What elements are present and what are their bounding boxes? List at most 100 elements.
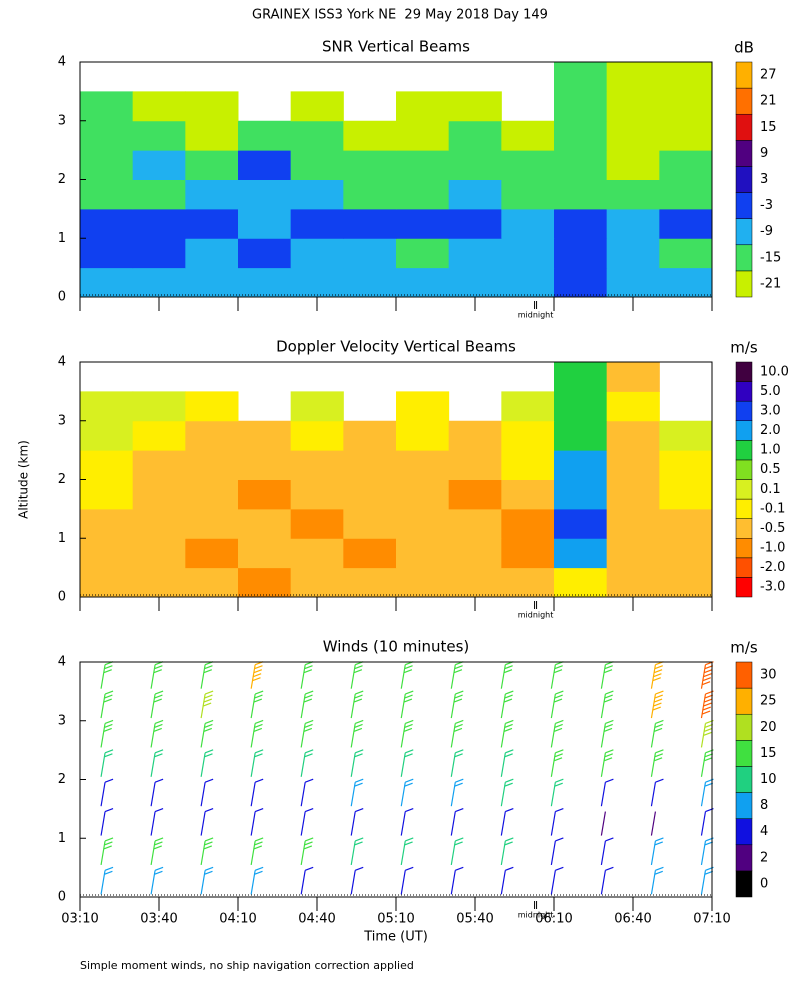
heat-cell bbox=[343, 238, 397, 269]
wind-barb bbox=[250, 778, 264, 807]
heat-cell bbox=[185, 267, 239, 298]
heat-cell bbox=[132, 150, 186, 180]
heat-cell bbox=[554, 91, 608, 122]
heat-cell bbox=[659, 538, 713, 569]
wind-barb bbox=[250, 661, 264, 689]
colorbar-tick-label: 3 bbox=[760, 172, 768, 187]
heat-cell bbox=[80, 538, 134, 569]
heat-cell bbox=[659, 91, 713, 122]
heat-cell bbox=[238, 120, 292, 151]
wind-barb bbox=[400, 661, 414, 689]
colorbar-band bbox=[735, 538, 753, 559]
y-tick-label: 1 bbox=[58, 831, 66, 846]
colorbar-band bbox=[735, 61, 753, 89]
y-tick-label: 0 bbox=[58, 590, 66, 605]
heat-cell bbox=[132, 267, 186, 298]
colorbar-band bbox=[735, 818, 753, 846]
colorbar-tick-label: 15 bbox=[760, 746, 777, 761]
colorbar-tick-label: 0 bbox=[760, 876, 768, 891]
x-tick-label: 07:10 bbox=[693, 912, 730, 927]
wind-barb bbox=[300, 690, 314, 719]
heat-cell bbox=[554, 208, 608, 239]
wind-barb bbox=[400, 749, 414, 777]
heat-cell bbox=[80, 420, 134, 451]
colorbar-tick-label: 25 bbox=[760, 694, 777, 709]
heat-cell bbox=[396, 208, 450, 239]
wind-barb bbox=[450, 778, 464, 807]
wind-barb bbox=[150, 837, 164, 866]
heat-cell bbox=[606, 538, 660, 569]
heat-cell bbox=[448, 567, 502, 598]
wind-barb bbox=[300, 778, 314, 807]
heat-cell bbox=[343, 179, 397, 210]
wind-barb bbox=[200, 808, 214, 836]
y-tick-label: 0 bbox=[58, 890, 66, 905]
wind-barb bbox=[300, 837, 314, 866]
x-tick-label: 03:40 bbox=[140, 912, 177, 927]
wind-barb bbox=[700, 690, 714, 719]
heat-cell bbox=[185, 450, 239, 480]
colorbar-band bbox=[735, 844, 753, 872]
heat-cell bbox=[80, 508, 134, 539]
heat-cell bbox=[448, 538, 502, 569]
heat-cell bbox=[659, 450, 713, 480]
heat-cell bbox=[396, 479, 450, 510]
wind-barb bbox=[450, 808, 464, 836]
colorbar-tick-label: -1.0 bbox=[760, 541, 785, 556]
wind-barb bbox=[650, 837, 664, 866]
wind-barb bbox=[600, 811, 606, 836]
heat-cell bbox=[448, 208, 502, 239]
heat-cell bbox=[606, 91, 660, 122]
colorbar-band bbox=[735, 479, 753, 500]
y-tick-label: 2 bbox=[58, 772, 66, 787]
heat-cell bbox=[238, 479, 292, 510]
heat-cell bbox=[554, 567, 608, 598]
panel-title: SNR Vertical Beams bbox=[322, 38, 470, 56]
wind-barb bbox=[100, 690, 114, 719]
heat-cell bbox=[396, 391, 450, 422]
colorbar-tick-label: -0.1 bbox=[760, 501, 785, 516]
heat-cell bbox=[396, 420, 450, 451]
colorbar-tick-label: 2 bbox=[760, 850, 768, 865]
heat-cell bbox=[343, 150, 397, 180]
wind-barb bbox=[500, 690, 514, 719]
panel-title: Winds (10 minutes) bbox=[323, 638, 470, 656]
heat-cell bbox=[396, 508, 450, 539]
wind-barb bbox=[450, 866, 464, 895]
heat-cell bbox=[659, 62, 713, 92]
heat-cell bbox=[501, 479, 555, 510]
wind-barb bbox=[300, 749, 314, 777]
wind-barb bbox=[700, 661, 714, 689]
colorbar-band bbox=[735, 557, 753, 578]
wind-barb bbox=[150, 808, 164, 836]
wind-barb bbox=[100, 749, 114, 777]
colorbar-band bbox=[735, 792, 753, 819]
heat-cell bbox=[659, 267, 713, 298]
colorbar-tick-label: -3 bbox=[760, 198, 773, 213]
heat-cell bbox=[606, 508, 660, 539]
colorbar-tick-label: 10 bbox=[760, 772, 777, 787]
heat-cell bbox=[501, 450, 555, 480]
colorbar-band bbox=[735, 870, 753, 898]
colorbar-label: m/s bbox=[730, 339, 758, 357]
wind-barb bbox=[400, 778, 414, 807]
colorbar-tick-label: 30 bbox=[760, 668, 777, 683]
heat-cell bbox=[290, 238, 344, 269]
colorbar-band bbox=[735, 244, 753, 272]
plot-frame bbox=[79, 661, 713, 898]
heat-cell bbox=[238, 567, 292, 598]
x-tick-label: 05:40 bbox=[456, 912, 493, 927]
wind-barb bbox=[300, 719, 314, 748]
colorbar-band bbox=[735, 270, 753, 298]
heat-cell bbox=[80, 267, 134, 298]
wind-barb bbox=[550, 690, 564, 719]
y-tick-label: 2 bbox=[58, 472, 66, 487]
x-tick-label: 03:10 bbox=[61, 912, 98, 927]
heat-cell bbox=[448, 150, 502, 180]
wind-barb bbox=[550, 866, 564, 895]
wind-barb bbox=[350, 837, 364, 866]
wind-barb bbox=[500, 778, 514, 807]
heat-cell bbox=[185, 120, 239, 151]
colorbar-tick-label: 0.1 bbox=[760, 482, 781, 497]
colorbar-tick-label: -21 bbox=[760, 276, 781, 291]
